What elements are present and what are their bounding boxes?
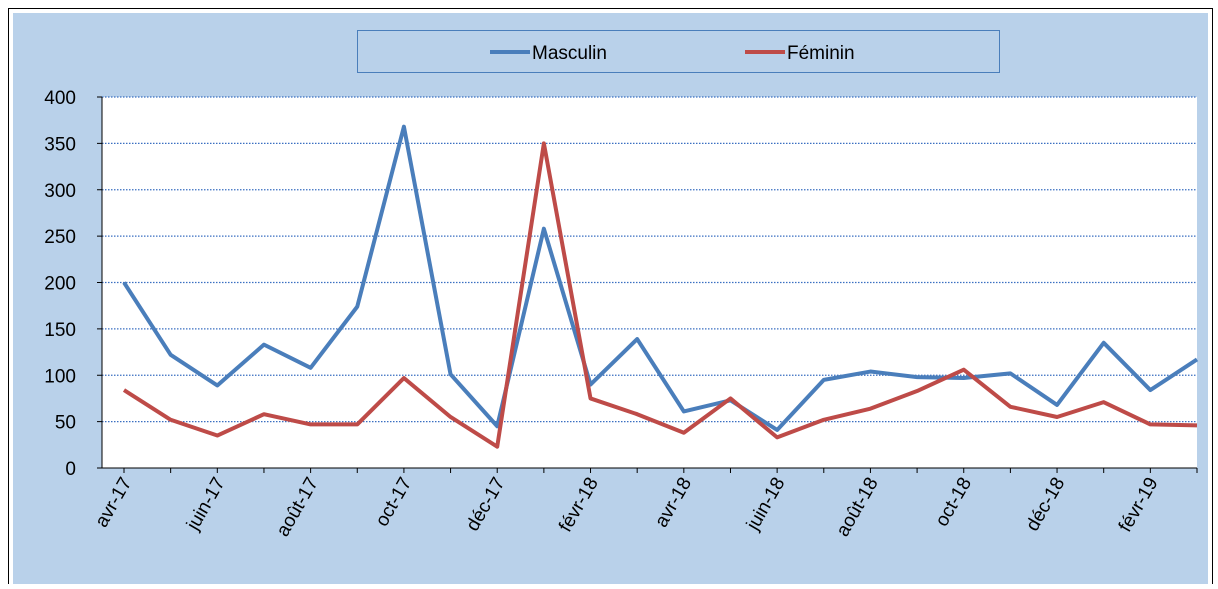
y-tick-label: 200 — [44, 274, 76, 295]
legend-box — [357, 30, 1000, 73]
y-tick-label: 350 — [44, 134, 76, 155]
y-tick-label: 0 — [65, 459, 76, 480]
legend-label: Féminin — [787, 43, 855, 64]
y-tick-label: 300 — [44, 181, 76, 202]
series-line — [122, 141, 1198, 449]
legend-label: Masculin — [532, 43, 607, 64]
y-tick-label: 100 — [44, 366, 76, 387]
series-line — [122, 124, 1199, 432]
y-tick-label: 250 — [44, 227, 76, 248]
y-tick-label: 150 — [44, 320, 76, 341]
y-tick-label: 50 — [55, 413, 76, 434]
y-tick-label: 400 — [44, 88, 76, 109]
